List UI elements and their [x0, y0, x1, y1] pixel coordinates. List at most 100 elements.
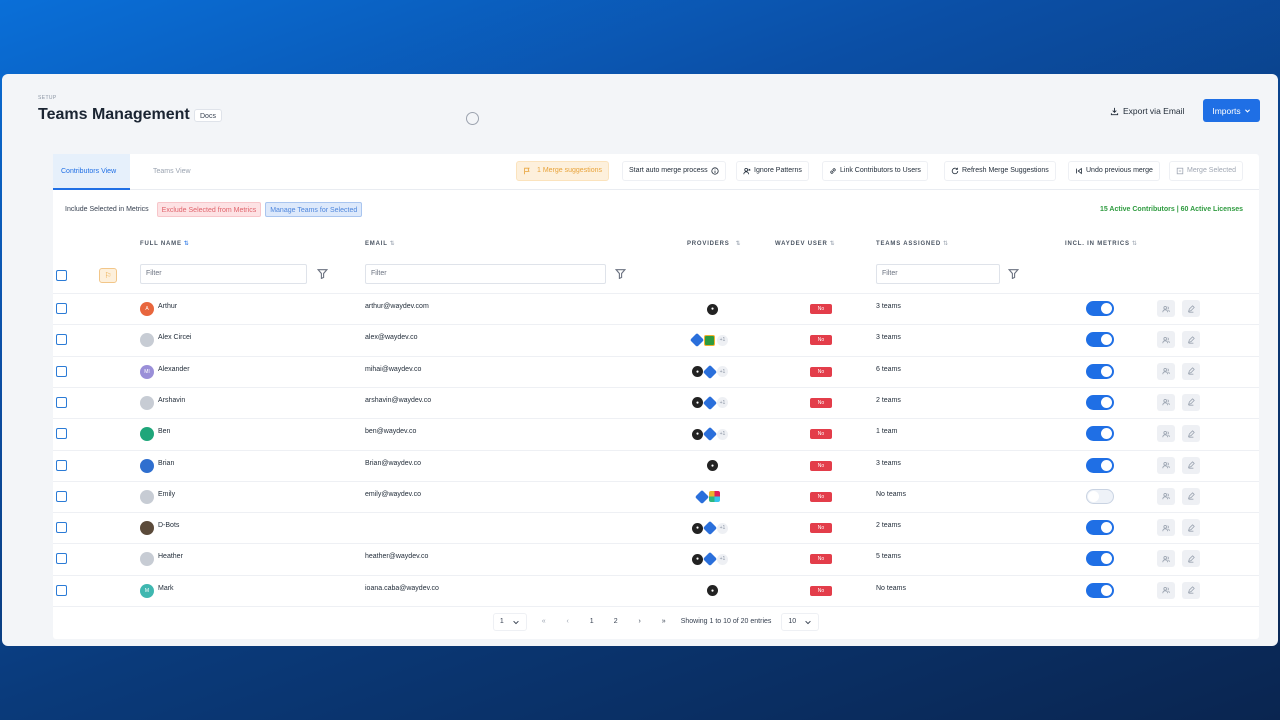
include-metrics-toggle[interactable] — [1086, 551, 1114, 567]
row-checkbox[interactable] — [56, 490, 67, 502]
email-filter-input[interactable]: Filter — [365, 264, 606, 284]
include-selected-button[interactable]: Include Selected in Metrics — [65, 206, 149, 213]
teams-assigned[interactable]: 3 teams — [876, 459, 901, 467]
column-header-providers[interactable]: PROVIDERS ⇅ — [687, 240, 741, 247]
assign-teams-button[interactable] — [1157, 487, 1175, 505]
contributor-name[interactable]: Mark — [158, 584, 174, 592]
row-checkbox[interactable] — [56, 303, 67, 314]
edit-button[interactable] — [1182, 393, 1200, 411]
export-via-email-button[interactable]: Export via Email — [1110, 104, 1184, 118]
more-providers-badge[interactable]: +1 — [717, 522, 728, 534]
contributor-name[interactable]: Arthur — [158, 303, 178, 310]
teams-assigned[interactable]: No teams — [876, 490, 906, 498]
teams-assigned[interactable]: No teams — [876, 584, 906, 592]
first-page-icon[interactable]: « — [541, 618, 546, 625]
assign-teams-button[interactable] — [1157, 519, 1175, 537]
column-header-waydev-user[interactable]: WAYDEV USER ⇅ — [775, 240, 835, 247]
teams-assigned[interactable]: 3 teams — [876, 334, 901, 342]
link-contributors-button[interactable]: Link Contributors to Users — [822, 161, 928, 181]
edit-button[interactable] — [1182, 300, 1200, 317]
auto-merge-button[interactable]: Start auto merge process — [622, 161, 726, 181]
assign-teams-button[interactable] — [1157, 331, 1175, 349]
last-page-icon[interactable]: » — [661, 618, 666, 625]
name-filter-input[interactable]: Filter — [140, 264, 307, 284]
contributor-name[interactable]: Arshavin — [158, 396, 186, 404]
flag-filter-button[interactable]: ⚐ — [99, 268, 117, 283]
edit-button[interactable] — [1182, 581, 1200, 599]
filter-icon[interactable] — [1008, 268, 1019, 279]
edit-button[interactable] — [1182, 425, 1200, 443]
teams-assigned[interactable]: 6 teams — [876, 365, 901, 373]
include-metrics-toggle[interactable] — [1086, 332, 1114, 348]
merge-suggestions-button[interactable]: 1 Merge suggestions — [516, 161, 609, 181]
contributor-name[interactable]: Alex Circei — [158, 334, 192, 342]
imports-button[interactable]: Imports — [1203, 99, 1260, 122]
include-metrics-toggle[interactable] — [1086, 582, 1114, 598]
include-metrics-toggle[interactable] — [1086, 488, 1114, 504]
teams-assigned[interactable]: 2 teams — [876, 522, 901, 530]
filter-icon[interactable] — [317, 268, 328, 279]
include-metrics-toggle[interactable] — [1086, 363, 1114, 379]
tab-teams-view[interactable]: Teams View — [153, 168, 191, 175]
teams-assigned[interactable]: 2 teams — [876, 396, 901, 404]
edit-button[interactable] — [1182, 362, 1200, 380]
refresh-merge-button[interactable]: Refresh Merge Suggestions — [944, 161, 1056, 181]
include-metrics-toggle[interactable] — [1086, 394, 1114, 410]
contributor-name[interactable]: D-Bots — [158, 522, 180, 530]
more-providers-badge[interactable]: +1 — [717, 428, 728, 440]
select-all-checkbox[interactable] — [56, 270, 67, 281]
include-metrics-toggle[interactable] — [1086, 301, 1114, 316]
assign-teams-button[interactable] — [1157, 456, 1175, 474]
filter-icon[interactable] — [615, 268, 626, 279]
row-checkbox[interactable] — [56, 396, 67, 408]
more-providers-badge[interactable]: +1 — [717, 366, 728, 378]
exclude-selected-button[interactable]: Exclude Selected from Metrics — [156, 202, 262, 217]
assign-teams-button[interactable] — [1157, 362, 1175, 380]
more-providers-badge[interactable]: +1 — [717, 553, 728, 565]
contributor-name[interactable]: Emily — [158, 490, 176, 498]
column-header-email[interactable]: EMAIL ⇅ — [365, 240, 396, 247]
row-checkbox[interactable] — [56, 428, 67, 440]
assign-teams-button[interactable] — [1157, 581, 1175, 599]
teams-filter-input[interactable]: Filter — [876, 264, 1000, 284]
more-providers-badge[interactable]: +1 — [717, 334, 728, 346]
next-page-icon[interactable]: › — [638, 618, 641, 625]
edit-button[interactable] — [1182, 550, 1200, 568]
column-header-incl-metrics[interactable]: INCL. IN METRICS ⇅ — [1065, 240, 1138, 247]
row-checkbox[interactable] — [56, 334, 67, 346]
contributor-name[interactable]: Brian — [158, 459, 175, 467]
assign-teams-button[interactable] — [1157, 425, 1175, 443]
page-1-button[interactable]: 1 — [589, 618, 594, 625]
ignore-patterns-button[interactable]: Ignore Patterns — [736, 161, 809, 181]
page-select[interactable]: 1 — [492, 612, 527, 631]
include-metrics-toggle[interactable] — [1086, 520, 1114, 536]
row-checkbox[interactable] — [56, 365, 67, 377]
manage-teams-button[interactable]: Manage Teams for Selected — [265, 202, 363, 217]
docs-button[interactable]: Docs — [194, 109, 222, 122]
row-checkbox[interactable] — [56, 553, 67, 565]
page-2-button[interactable]: 2 — [613, 618, 618, 625]
teams-assigned[interactable]: 3 teams — [876, 303, 901, 310]
include-metrics-toggle[interactable] — [1086, 457, 1114, 473]
row-checkbox[interactable] — [56, 522, 67, 534]
teams-assigned[interactable]: 5 teams — [876, 553, 901, 561]
assign-teams-button[interactable] — [1157, 300, 1175, 317]
column-header-teams-assigned[interactable]: TEAMS ASSIGNED ⇅ — [876, 240, 949, 247]
merge-selected-button[interactable]: Merge Selected — [1169, 161, 1244, 181]
page-size-select[interactable]: 10 — [781, 612, 820, 631]
row-checkbox[interactable] — [56, 459, 67, 471]
contributor-name[interactable]: Alexander — [158, 365, 190, 373]
include-metrics-toggle[interactable] — [1086, 426, 1114, 442]
tab-contributors-view[interactable]: Contributors View — [53, 154, 130, 190]
edit-button[interactable] — [1182, 456, 1200, 474]
assign-teams-button[interactable] — [1157, 550, 1175, 568]
edit-button[interactable] — [1182, 519, 1200, 537]
edit-button[interactable] — [1182, 487, 1200, 505]
column-header-full-name[interactable]: FULL NAME ⇅ — [140, 240, 190, 247]
teams-assigned[interactable]: 1 team — [876, 428, 898, 436]
edit-button[interactable] — [1182, 331, 1200, 349]
assign-teams-button[interactable] — [1157, 393, 1175, 411]
contributor-name[interactable]: Ben — [158, 428, 171, 436]
contributor-name[interactable]: Heather — [158, 553, 183, 561]
undo-merge-button[interactable]: Undo previous merge — [1068, 161, 1160, 181]
